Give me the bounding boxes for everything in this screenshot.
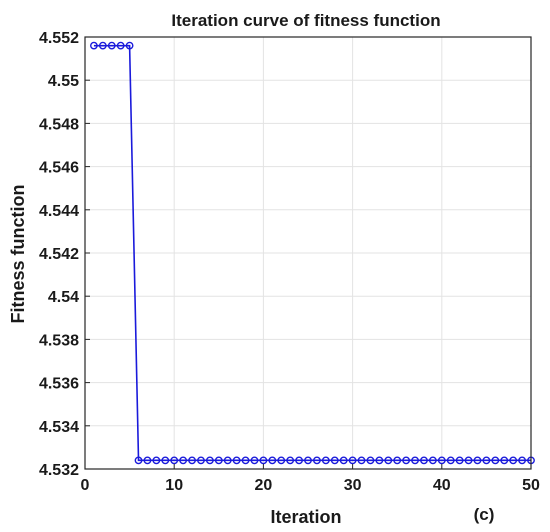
y-tick-label: 4.544 <box>39 203 79 220</box>
chart-title: Iteration curve of fitness function <box>171 11 440 30</box>
data-point <box>223 456 232 465</box>
y-tick-label: 4.532 <box>39 462 79 479</box>
data-point <box>295 456 303 465</box>
series-line <box>93 44 531 462</box>
data-point <box>330 456 339 465</box>
data-point <box>179 456 188 465</box>
y-tick-label: 4.54 <box>48 289 79 306</box>
data-point <box>518 456 526 465</box>
data-point <box>161 456 170 465</box>
data-point <box>286 456 295 465</box>
data-point <box>277 456 286 465</box>
data-point <box>420 456 428 465</box>
data-point <box>107 41 116 50</box>
data-point <box>214 456 223 465</box>
data-point <box>321 456 330 465</box>
y-tick-label: 4.538 <box>39 332 79 349</box>
data-point <box>152 456 161 465</box>
x-axis-label: Iteration <box>270 507 341 527</box>
data-point <box>188 456 196 465</box>
x-tick-label: 10 <box>165 477 183 494</box>
data-point <box>509 456 518 465</box>
data-point <box>446 456 455 465</box>
data-point <box>134 456 143 465</box>
data-point <box>232 456 241 465</box>
data-point <box>384 456 393 465</box>
data-point <box>348 456 357 465</box>
data-point <box>437 456 446 465</box>
data-point <box>268 456 277 465</box>
data-point <box>473 456 482 465</box>
data-point <box>393 456 402 465</box>
series-layer <box>90 41 535 465</box>
data-point <box>241 456 250 465</box>
data-point <box>90 41 98 50</box>
x-tick-label: 50 <box>522 477 540 494</box>
data-point <box>402 456 411 465</box>
y-axis-label: Fitness function <box>8 185 28 324</box>
data-point <box>170 456 179 465</box>
data-point <box>116 41 125 50</box>
data-point <box>428 456 437 465</box>
y-tick-label: 4.546 <box>39 160 79 177</box>
data-point <box>491 456 500 465</box>
data-point <box>205 456 214 465</box>
y-tick-label: 4.552 <box>39 30 79 47</box>
data-point <box>482 456 491 465</box>
y-tick-label: 4.542 <box>39 246 79 263</box>
data-point <box>259 456 268 465</box>
y-tick-label: 4.548 <box>39 116 79 133</box>
data-point <box>304 456 312 465</box>
ticks: 0 10 20 30 40 50 4.532 4.534 4.536 4.538 4.54 4.542… <box>39 30 540 494</box>
data-point <box>500 456 509 465</box>
data-point <box>357 456 366 465</box>
x-tick-label: 30 <box>344 477 362 494</box>
y-tick-label: 4.55 <box>48 73 79 90</box>
x-tick-label: 20 <box>255 477 273 494</box>
data-point <box>125 41 134 50</box>
data-point <box>455 456 464 465</box>
data-point <box>143 456 152 465</box>
data-point <box>411 456 419 465</box>
data-point <box>375 456 384 465</box>
data-point <box>250 456 259 465</box>
grid <box>84 36 532 470</box>
y-tick-label: 4.534 <box>39 419 79 436</box>
data-point <box>339 456 348 465</box>
y-tick-label: 4.536 <box>39 376 79 393</box>
data-point <box>197 456 205 465</box>
data-point <box>313 456 321 465</box>
x-tick-label: 40 <box>433 477 451 494</box>
data-point <box>98 41 107 50</box>
panel-label: (c) <box>474 505 495 524</box>
data-point <box>366 456 375 465</box>
data-point <box>464 456 473 465</box>
x-tick-label: 0 <box>81 477 90 494</box>
